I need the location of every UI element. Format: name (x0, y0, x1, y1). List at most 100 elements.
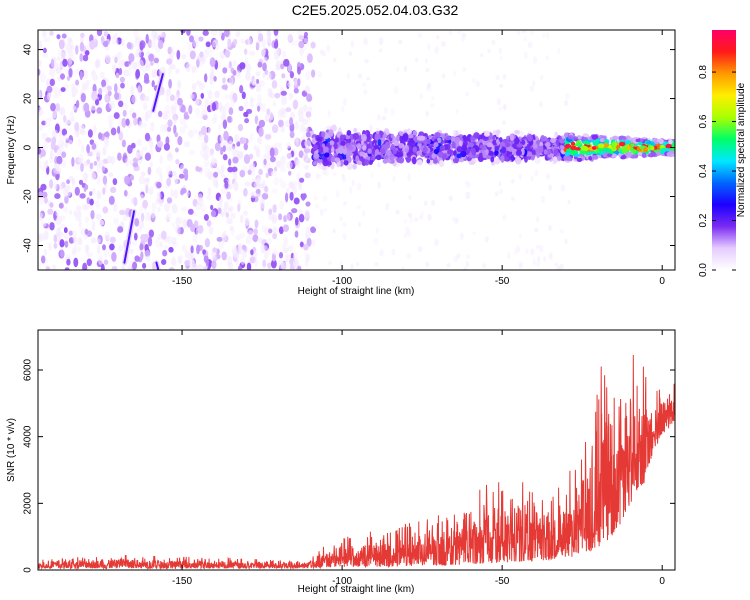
heatmap-cell (499, 188, 503, 194)
heatmap-cell (108, 195, 115, 205)
heatmap-cell (121, 59, 126, 67)
heatmap-cell (465, 254, 471, 260)
heatmap-cell (162, 249, 168, 257)
heatmap-cell (202, 145, 210, 155)
colorbar-ticks: 0.0 0.2 0.4 0.6 0.8 (698, 65, 736, 277)
heatmap-cell (180, 206, 188, 212)
heatmap-cell (49, 222, 55, 231)
heatmap-cell (307, 106, 313, 113)
heatmap-cell (414, 217, 419, 222)
snr-x-label: Height of straight line (km) (298, 584, 415, 595)
heatmap-cell (61, 52, 66, 60)
heatmap-cell (597, 143, 605, 149)
heatmap-cell (68, 230, 74, 236)
heatmap-cell (254, 145, 260, 153)
heatmap-cell (366, 134, 371, 143)
heatmap-cell (298, 150, 304, 159)
heatmap-cell (403, 218, 407, 224)
heatmap-cell (216, 236, 223, 242)
heatmap-cell (61, 151, 67, 158)
heatmap-cell (404, 148, 409, 153)
heatmap-cell (217, 124, 222, 132)
heatmap-cell (201, 110, 208, 116)
heatmap-cell (96, 158, 102, 167)
heatmap-cell (373, 237, 379, 244)
heatmap-cell (398, 142, 403, 149)
heatmap-cell (550, 137, 556, 143)
heatmap-cell (121, 265, 126, 270)
heatmap-cell (277, 109, 282, 120)
heatmap-cell (118, 244, 124, 252)
heatmap-cell (626, 151, 633, 157)
heatmap-cell (281, 242, 287, 251)
heatmap-cell (348, 51, 353, 56)
heatmap-cell (150, 126, 155, 132)
heatmap-cell (68, 59, 73, 66)
heatmap-cell (402, 132, 409, 140)
heatmap-cell (286, 142, 292, 149)
y-tick-label: 40 (23, 44, 34, 56)
heatmap-cell (322, 155, 327, 163)
x-tick-label: -100 (332, 576, 352, 587)
heatmap-cell (324, 169, 329, 177)
heatmap-cell (295, 159, 300, 165)
heatmap-cell (126, 42, 132, 50)
heatmap-cell (175, 68, 180, 74)
heatmap-cell (237, 150, 244, 160)
heatmap-cell (265, 172, 269, 178)
heatmap-cell (139, 42, 144, 51)
heatmap-cell (527, 41, 533, 49)
heatmap-cell (90, 172, 96, 181)
heatmap-cell (254, 257, 259, 268)
heatmap-cell (42, 37, 48, 43)
heatmap-cell (82, 54, 89, 62)
heatmap-cell (225, 101, 230, 110)
heatmap-cell (576, 157, 583, 163)
heatmap-cell (102, 244, 106, 251)
heatmap-cell (38, 39, 43, 50)
heatmap-cell (40, 221, 47, 227)
heatmap-cell (220, 146, 224, 156)
heatmap-cell (63, 233, 70, 240)
heatmap-cell (55, 102, 61, 112)
heatmap-cell (92, 187, 96, 194)
heatmap-cell (436, 137, 442, 144)
heatmap-cell (128, 53, 135, 63)
heatmap-cell (548, 224, 553, 231)
heatmap-cell (74, 67, 81, 75)
heatmap-cell (235, 234, 242, 241)
heatmap-cell (448, 195, 454, 202)
heatmap-cell (157, 207, 161, 213)
heatmap-cell (177, 226, 181, 236)
heatmap-cell (465, 91, 470, 97)
heatmap-cell (145, 110, 153, 119)
heatmap-cell (189, 50, 196, 60)
heatmap-cell (168, 78, 172, 89)
heatmap-cell (452, 129, 457, 137)
heatmap-cell (149, 161, 153, 168)
heatmap-cell (59, 107, 66, 116)
heatmap-cell (95, 199, 101, 210)
heatmap-cell (310, 41, 316, 49)
heatmap-cell (184, 171, 189, 181)
heatmap-cell (199, 203, 207, 212)
heatmap-cell (302, 104, 308, 112)
heatmap-cell (107, 114, 114, 124)
heatmap-cell (272, 232, 277, 240)
heatmap-cell (116, 126, 121, 134)
heatmap-cell (79, 37, 85, 43)
heatmap-cell (190, 245, 194, 254)
heatmap-cell (463, 267, 467, 270)
heatmap-cell (230, 98, 235, 107)
heatmap-cell (324, 152, 330, 158)
heatmap-cell (565, 156, 573, 162)
heatmap-cell (101, 86, 108, 93)
heatmap-cell (253, 77, 257, 87)
heatmap-cell (317, 162, 324, 170)
heatmap-cell (79, 53, 84, 62)
heatmap-cell (299, 177, 305, 183)
heatmap-cell (390, 133, 395, 139)
heatmap-cell (262, 62, 267, 72)
heatmap-cell (43, 141, 49, 150)
